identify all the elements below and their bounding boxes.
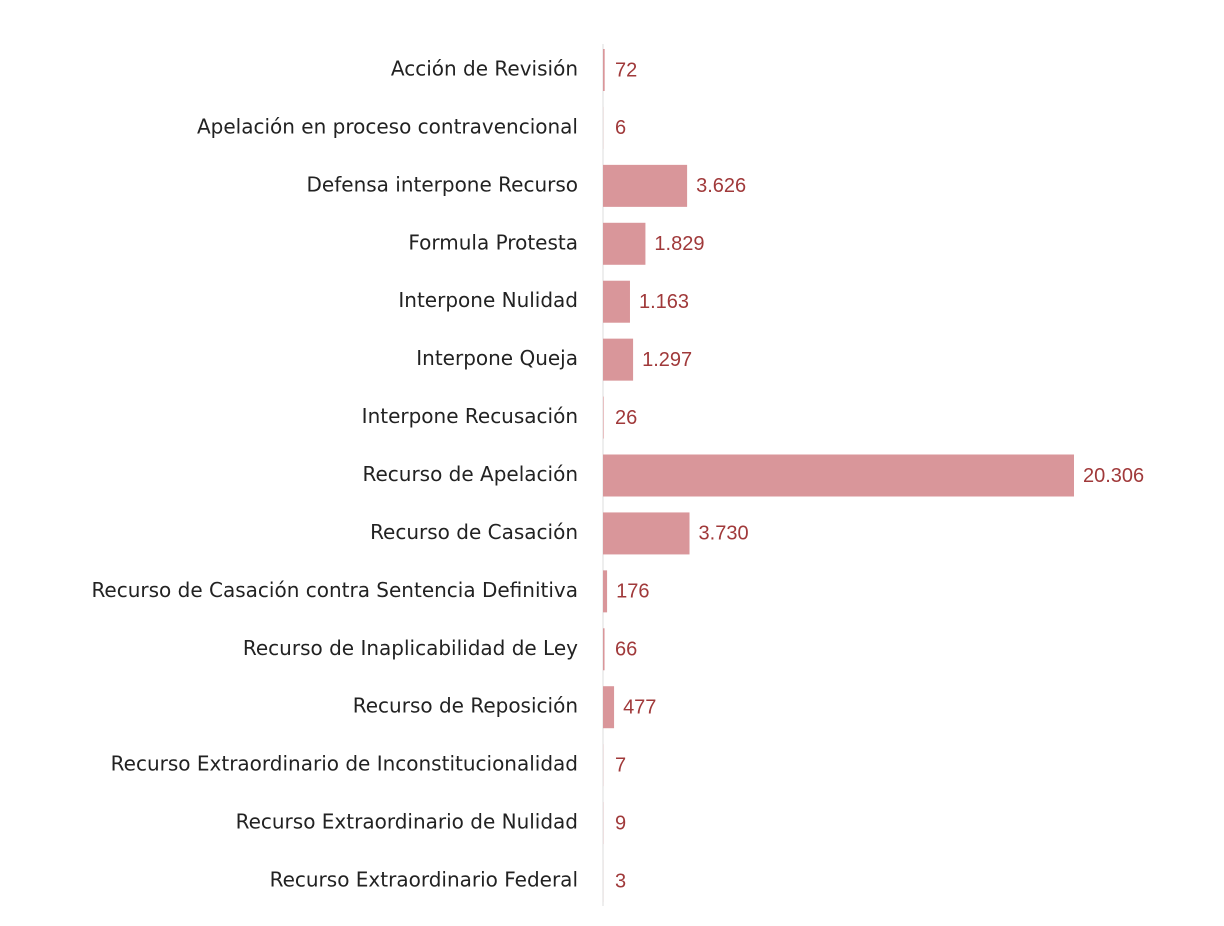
category-label: Recurso Extraordinario de Inconstitucion… (111, 752, 578, 776)
value-label: 7 (615, 754, 626, 776)
bar (603, 164, 688, 207)
value-label: 1.297 (642, 349, 692, 371)
value-label: 1.163 (639, 291, 689, 313)
bar (603, 454, 1074, 497)
category-label: Recurso de Casación (370, 520, 578, 544)
value-label: 26 (615, 407, 637, 429)
category-label: Formula Protesta (408, 230, 578, 254)
bar (603, 396, 604, 439)
bar (603, 628, 605, 671)
category-label: Recurso de Apelación (362, 462, 578, 486)
category-label: Recurso de Casación contra Sentencia Def… (91, 578, 578, 602)
category-label: Interpone Queja (416, 346, 578, 370)
value-label: 72 (615, 59, 637, 81)
value-label: 1.829 (654, 233, 704, 255)
value-label: 20.306 (1083, 465, 1144, 487)
category-label: Recurso de Reposición (353, 694, 578, 718)
bar (603, 280, 630, 323)
bar (603, 49, 605, 91)
value-label: 9 (615, 812, 626, 834)
bar (603, 338, 634, 381)
category-label: Interpone Nulidad (398, 288, 578, 312)
value-label: 66 (615, 639, 637, 661)
bar (603, 570, 608, 613)
value-label: 176 (616, 581, 649, 603)
category-label: Defensa interpone Recurso (307, 172, 578, 196)
category-label: Recurso Extraordinario Federal (270, 868, 578, 892)
bar (603, 222, 646, 265)
category-label: Apelación en proceso contravencional (197, 114, 578, 138)
value-label: 6 (615, 117, 626, 139)
value-label: 3.730 (699, 523, 749, 545)
bar (603, 512, 690, 555)
category-label: Recurso Extraordinario de Nulidad (236, 810, 578, 834)
value-label: 3.626 (696, 175, 746, 197)
value-label: 3 (615, 870, 626, 892)
category-label: Recurso de Inaplicabilidad de Ley (243, 636, 578, 660)
value-label: 477 (623, 696, 656, 718)
bar (603, 686, 615, 729)
category-label: Acción de Revisión (391, 57, 578, 81)
category-label: Interpone Recusación (362, 404, 578, 428)
